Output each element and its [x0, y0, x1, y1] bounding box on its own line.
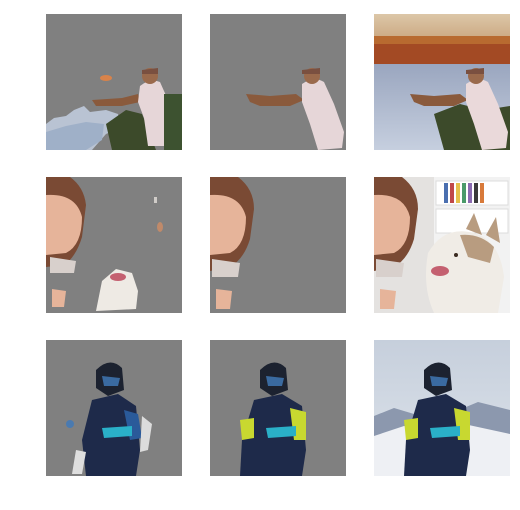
row1-masked-prediction-image	[46, 14, 182, 150]
row2-masked-prediction-image	[46, 177, 182, 313]
row3-masked-ground-truth-image	[210, 340, 346, 476]
row1-masked-ground-truth-image	[210, 14, 346, 150]
row2-original-image	[374, 177, 510, 313]
row1-original-image	[374, 14, 510, 150]
row3-original-image	[374, 340, 510, 476]
row2-masked-ground-truth-image	[210, 177, 346, 313]
row3-masked-prediction-image	[46, 340, 182, 476]
